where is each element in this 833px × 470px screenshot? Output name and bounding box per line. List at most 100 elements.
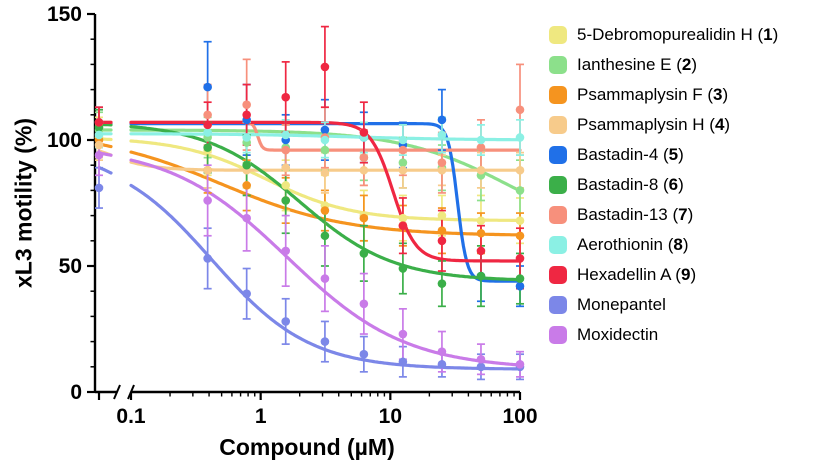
data-point [320,206,330,215]
data-point [359,128,369,137]
x-tick-label: 1 [255,405,267,428]
data-point [437,226,447,236]
legend-item: Bastadin-8 (6) [549,176,778,194]
legend-label: Hexadellin A (9) [577,265,697,284]
data-point [94,118,104,127]
data-point [320,337,330,346]
data-point [203,110,212,120]
data-point [437,158,447,167]
data-point [515,186,525,195]
legend-swatch [549,26,567,44]
data-point [359,349,369,359]
y-tick-label: 150 [47,3,82,26]
data-point [398,145,408,155]
legend-label: Bastadin-8 (6) [577,175,684,194]
data-point [242,181,251,190]
legend-item: Hexadellin A (9) [549,266,778,284]
data-point [437,279,447,288]
legend-swatch [549,326,567,344]
y-tick-label: 0 [70,381,82,404]
data-point [281,181,291,190]
data-point [515,281,525,291]
data-point [398,158,408,167]
data-point [359,299,369,309]
data-point [281,196,291,205]
y-tick-label: 100 [47,129,82,152]
legend-swatch [549,176,567,194]
plot-svg: 0 50 100 150 0.1 1 10 100 [47,3,538,428]
y-axis-title: xL3 motility (%) [10,118,37,288]
legend-swatch [549,236,567,254]
legend-label: Aerothionin (8) [577,235,689,254]
data-point [437,359,447,369]
data-point [94,150,104,160]
axis-break-mark [113,384,121,400]
data-point [476,135,486,145]
data-point [281,246,291,256]
data-point [515,216,525,225]
data-point [398,264,408,273]
data-point [203,120,212,130]
data-point [242,213,251,223]
legend-swatch [549,86,567,104]
data-point [203,165,212,175]
data-point [476,216,486,225]
x-tick-label: 0.1 [116,405,146,428]
data-point [515,274,525,283]
data-point [398,357,408,367]
legend-item: Aerothionin (8) [549,236,778,254]
legend-label: Ianthesine E (2) [577,55,698,74]
legend-item: Ianthesine E (2) [549,56,778,74]
legend-swatch [549,266,567,284]
data-point [94,140,104,150]
legend-swatch [549,56,567,74]
x-tick-label: 100 [502,405,537,428]
legend-item: Bastadin-13 (7) [549,206,778,224]
legend-swatch [549,296,567,314]
data-point [398,221,408,230]
legend-label: Psammaplysin H (4) [577,115,731,134]
data-point [476,271,486,281]
data-point [398,329,408,339]
data-point [281,317,291,326]
data-point [203,196,212,205]
data-point [515,254,525,263]
data-point [515,133,525,142]
legend: 5-Debromopurealidin H (1) Ianthesine E (2… [549,26,778,344]
x-axis-title: Compound (µM) [219,434,395,460]
legend-swatch [549,146,567,164]
data-point [320,62,330,72]
data-point [320,168,330,178]
legend-item: Psammaplysin H (4) [549,116,778,134]
data-point [476,246,486,256]
data-point [398,165,408,175]
data-point [94,183,104,193]
legend-label: Bastadin-13 (7) [577,205,694,224]
data-point [515,359,525,369]
y-tick-label: 50 [59,255,82,278]
data-point [242,160,251,170]
data-point [320,274,330,283]
data-point [203,254,212,263]
data-point [359,165,369,175]
data-point [281,145,291,155]
data-point [515,231,525,241]
legend-label: Bastadin-4 (5) [577,145,684,164]
data-point [437,347,447,356]
data-point [437,165,447,175]
data-point [320,231,330,241]
data-point [94,130,104,140]
data-point [476,354,486,364]
data-point [320,145,330,155]
legend-swatch [549,116,567,134]
legend-item: Bastadin-4 (5) [549,146,778,164]
data-point [515,105,525,115]
data-point [242,133,251,142]
data-point [242,100,251,110]
data-point [476,165,486,175]
data-point [242,289,251,299]
data-point [281,130,291,140]
data-point [203,143,212,152]
data-point [437,130,447,140]
